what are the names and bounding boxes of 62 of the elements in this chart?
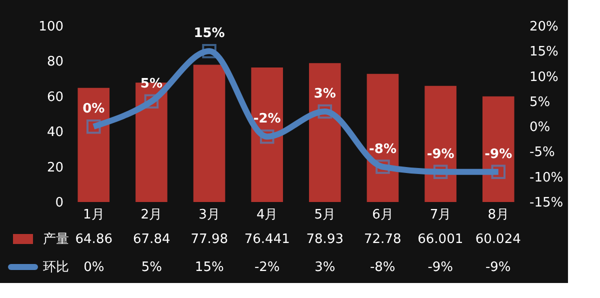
y2-tick-label: 5% bbox=[530, 94, 550, 110]
point bbox=[144, 94, 159, 109]
data-label: 78.93 bbox=[306, 232, 344, 247]
bar bbox=[424, 86, 456, 202]
data-label: 15% bbox=[194, 260, 224, 275]
y2-tick-label: 20% bbox=[530, 20, 558, 34]
point bbox=[86, 119, 101, 134]
y2-tick-label: -5% bbox=[530, 145, 555, 160]
y-tick-label: 0 bbox=[55, 196, 64, 210]
point bbox=[260, 130, 274, 144]
x-tick-label: 7月 bbox=[430, 208, 452, 222]
text: 15% bbox=[194, 26, 225, 42]
y-tick-label: 60 bbox=[46, 90, 64, 105]
data-label: -9% bbox=[428, 260, 454, 275]
data-label: 3% bbox=[314, 260, 336, 275]
y2-tick-label: 10% bbox=[530, 70, 558, 85]
legend-label: 环比 bbox=[43, 260, 69, 275]
text: -9% bbox=[484, 146, 512, 162]
point bbox=[318, 104, 332, 119]
y-tick-label: 40 bbox=[46, 125, 64, 140]
data-label: -2% bbox=[254, 260, 280, 275]
y-tick-label: 20 bbox=[46, 160, 64, 176]
x-tick-label: 8月 bbox=[488, 208, 510, 222]
point bbox=[376, 160, 390, 174]
data-label: 60.024 bbox=[475, 232, 521, 247]
text: -8% bbox=[369, 142, 396, 157]
data-label: 67.84 bbox=[133, 232, 170, 247]
text: 3% bbox=[314, 86, 336, 102]
bar bbox=[309, 63, 341, 202]
point bbox=[491, 164, 506, 179]
x-tick-label: 2月 bbox=[140, 208, 162, 222]
data-label: -9% bbox=[485, 260, 511, 275]
x-tick-label: 6月 bbox=[372, 208, 394, 222]
data-label: 76.441 bbox=[244, 232, 290, 247]
point bbox=[202, 44, 216, 58]
y2-tick-label: 0% bbox=[530, 120, 550, 136]
data-label: 0% bbox=[84, 260, 104, 275]
text: -2% bbox=[253, 112, 281, 127]
data-label: 77.98 bbox=[190, 232, 228, 247]
y-tick-label: 100 bbox=[38, 20, 64, 34]
y-tick-label: 80 bbox=[46, 54, 64, 70]
bar bbox=[78, 88, 110, 202]
x-tick-label: 1月 bbox=[82, 208, 104, 222]
bar bbox=[366, 74, 399, 202]
data-label: 64.86 bbox=[75, 232, 112, 247]
data-label: 72.78 bbox=[364, 232, 402, 247]
point bbox=[433, 164, 448, 179]
text: -9% bbox=[426, 146, 454, 162]
text: 0% bbox=[82, 102, 105, 117]
y2-tick-label: 15% bbox=[530, 44, 558, 60]
data-label: -8% bbox=[370, 260, 396, 275]
x-tick-label: 3月 bbox=[198, 208, 220, 222]
y2-tick-label: -10% bbox=[530, 170, 564, 186]
bar bbox=[251, 67, 283, 202]
bar bbox=[482, 96, 514, 202]
data-label: 5% bbox=[141, 260, 162, 275]
bar bbox=[193, 64, 226, 202]
y2-tick-label: -15% bbox=[530, 196, 564, 210]
legend-label: 产量 bbox=[43, 232, 69, 247]
x-tick-label: 5月 bbox=[314, 208, 336, 222]
x-tick-label: 4月 bbox=[256, 208, 278, 222]
data-label: 66.001 bbox=[418, 232, 464, 247]
